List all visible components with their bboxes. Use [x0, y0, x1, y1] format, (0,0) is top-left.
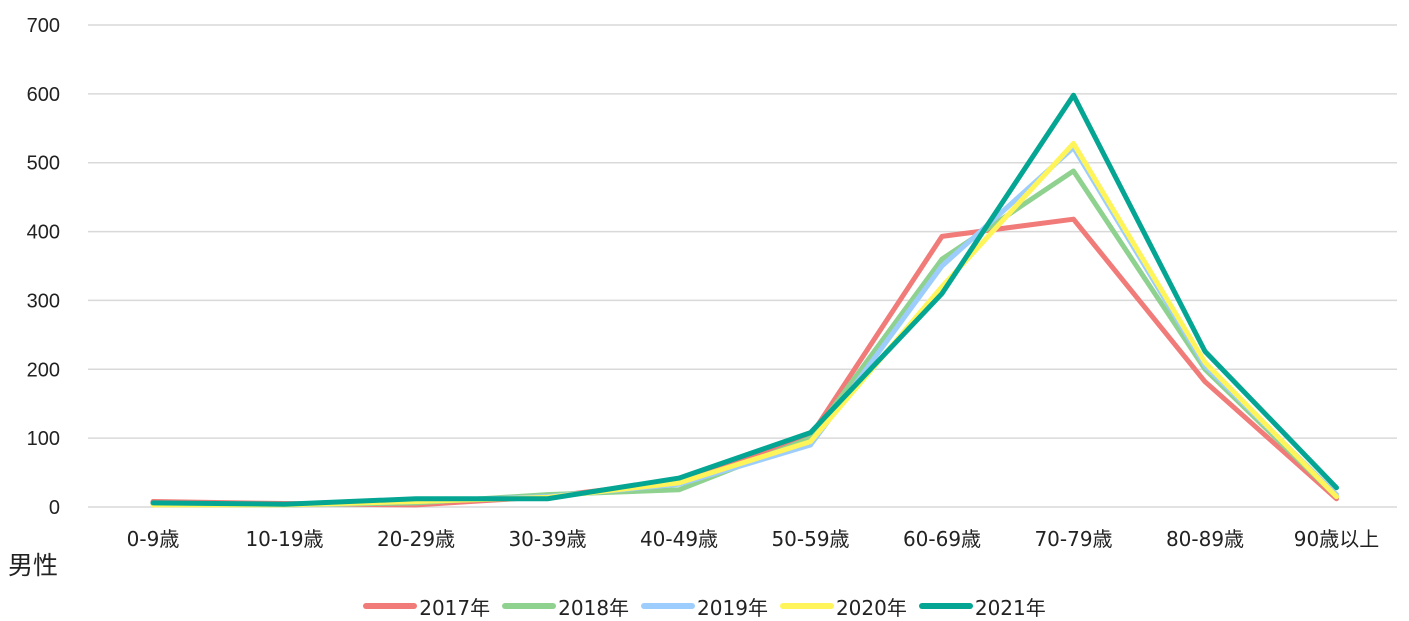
x-tick-label: 50-59歳 [771, 527, 849, 551]
x-tick-label: 30-39歳 [508, 527, 586, 551]
legend: 2017年 2018年 2019年 2020年 2021年 [0, 592, 1409, 620]
legend-item: 2018年 [502, 592, 629, 621]
y-tick-label: 600 [27, 84, 60, 106]
y-tick-label: 0 [49, 497, 60, 519]
legend-swatch [502, 603, 557, 609]
x-tick-label: 0-9歳 [127, 527, 180, 551]
y-tick-label: 200 [27, 359, 60, 381]
legend-label: 2017年 [419, 595, 491, 620]
series-lines [150, 92, 1339, 508]
y-tick-label: 100 [27, 428, 60, 450]
x-axis-ticks: 0-9歳 10-19歳 20-29歳 30-39歳 40-49歳 50-59歳 60-69歳… [127, 527, 1380, 551]
series-line-2021年 [150, 92, 1339, 507]
legend-swatch [363, 603, 418, 609]
x-tick-label: 20-29歳 [377, 527, 455, 551]
section-label: 男性 [8, 551, 59, 580]
gridlines [88, 24, 1397, 508]
legend-item: 2021年 [918, 592, 1046, 621]
legend-label: 2020年 [835, 595, 907, 620]
x-tick-label: 60-69歳 [903, 527, 981, 551]
legend-label: 2018年 [558, 595, 630, 620]
legend-item: 2019年 [641, 592, 768, 621]
legend-swatch [918, 603, 973, 609]
x-tick-label: 40-49歳 [640, 527, 718, 551]
x-tick-label: 10-19歳 [245, 527, 323, 551]
y-axis-ticks: 0 100 200 300 400 500 600 700 [27, 15, 60, 519]
line-chart: 0 100 200 300 400 500 600 700 0-9歳 10-19歳 20-29歳 3… [27, 15, 1397, 551]
x-tick-label: 70-79歳 [1034, 527, 1112, 551]
y-tick-label: 700 [27, 15, 60, 37]
y-tick-label: 500 [27, 153, 60, 175]
x-tick-label: 90歳以上 [1294, 527, 1379, 551]
legend-swatch [779, 603, 834, 609]
legend-item: 2017年 [363, 592, 490, 621]
x-tick-label: 80-89歳 [1166, 527, 1244, 551]
legend-label: 2019年 [697, 595, 768, 620]
y-tick-label: 300 [27, 290, 60, 312]
legend-label: 2021年 [974, 595, 1046, 620]
y-tick-label: 400 [27, 222, 60, 244]
legend-swatch [641, 603, 696, 609]
legend-item: 2020年 [779, 592, 907, 621]
